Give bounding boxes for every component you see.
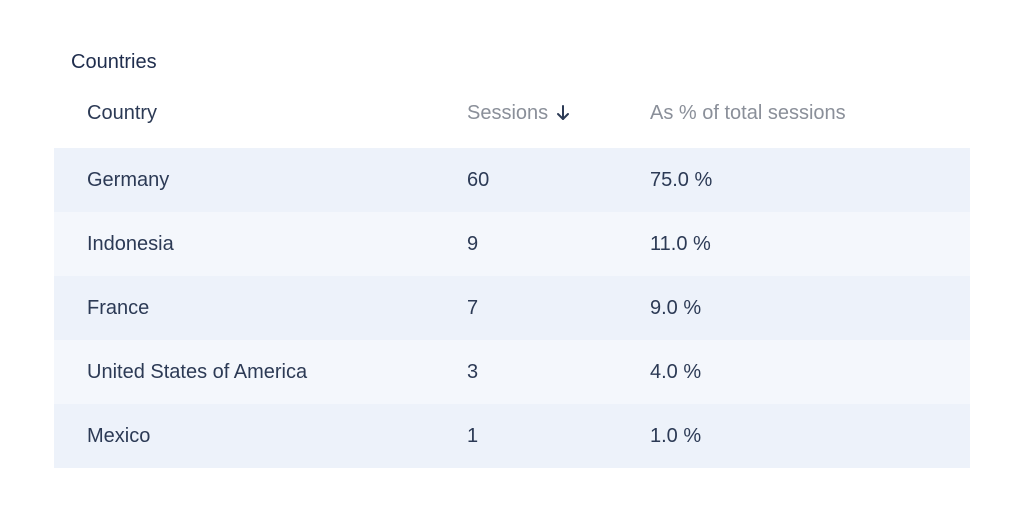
table-row: Germany 60 75.0 % [54, 148, 970, 212]
cell-percent: 1.0 % [650, 425, 702, 447]
cell-sessions: 60 [467, 169, 490, 191]
cell-country: Mexico [87, 425, 151, 447]
cell-percent: 75.0 % [650, 169, 713, 191]
cell-sessions: 7 [467, 297, 479, 319]
table-row: France 7 9.0 % [54, 276, 970, 340]
cell-percent: 4.0 % [650, 361, 702, 383]
cell-percent: 9.0 % [650, 297, 702, 319]
cell-country: France [87, 297, 150, 319]
column-header-sessions[interactable]: Sessions [434, 101, 617, 125]
section-title: Countries [71, 51, 157, 73]
sort-sessions-button[interactable]: Sessions [467, 101, 570, 125]
column-header-country[interactable]: Country [87, 102, 158, 124]
table-header: Country Sessions As % of total sessions [54, 90, 970, 136]
arrow-down-icon [557, 105, 570, 120]
cell-country: Germany [87, 169, 170, 191]
cell-country: United States of America [87, 361, 308, 383]
cell-sessions: 1 [467, 425, 479, 447]
column-header-percent[interactable]: As % of total sessions [650, 102, 846, 124]
cell-country: Indonesia [87, 233, 174, 255]
cell-sessions: 3 [467, 361, 479, 383]
countries-table: Country Sessions As % of total sessions … [54, 90, 970, 468]
table-row: United States of America 3 4.0 % [54, 340, 970, 404]
column-header-sessions-label: Sessions [467, 102, 549, 124]
cell-percent: 11.0 % [650, 233, 711, 255]
table-row: Indonesia 9 11.0 % [54, 212, 970, 276]
table-row: Mexico 1 1.0 % [54, 404, 970, 468]
cell-sessions: 9 [467, 233, 479, 255]
